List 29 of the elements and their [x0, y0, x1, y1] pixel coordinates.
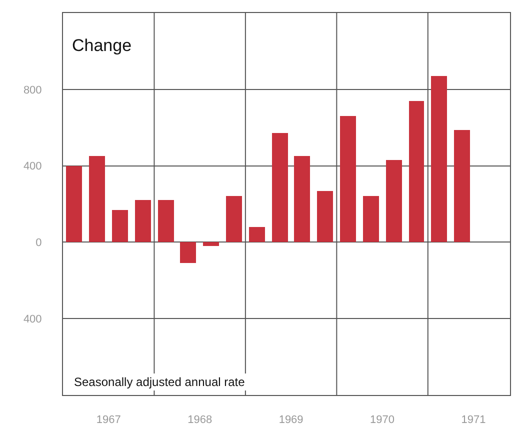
x-tick-label: 1969: [278, 414, 304, 426]
x-tick-label: 1970: [370, 414, 395, 426]
bar: [158, 200, 174, 242]
bar: [203, 242, 219, 246]
bar: [249, 227, 265, 242]
text: Change: [72, 36, 132, 55]
x-tick-label: 1968: [188, 414, 212, 426]
bar: [317, 191, 333, 242]
bar: [135, 200, 151, 242]
y-tick-label: 400: [23, 313, 42, 326]
bar: [386, 160, 402, 242]
bar: [363, 196, 379, 242]
bar: [294, 156, 310, 242]
x-tick-label: 1971: [461, 414, 486, 426]
x-tick-label: 1967: [96, 414, 121, 426]
annotation: Seasonally adjusted annual rate: [74, 375, 246, 389]
bar: [226, 196, 242, 242]
y-tick-label: 800: [23, 84, 42, 96]
bar: [272, 133, 288, 242]
bar: [431, 76, 447, 242]
bar: [340, 116, 356, 242]
y-tick-label: 0: [36, 237, 42, 250]
bar: [409, 101, 424, 242]
bar: [454, 130, 470, 242]
y-tick-label: 400: [23, 160, 42, 173]
bar: [180, 242, 196, 263]
bar: [66, 166, 82, 242]
bar: [112, 210, 128, 242]
bar: [89, 156, 105, 242]
